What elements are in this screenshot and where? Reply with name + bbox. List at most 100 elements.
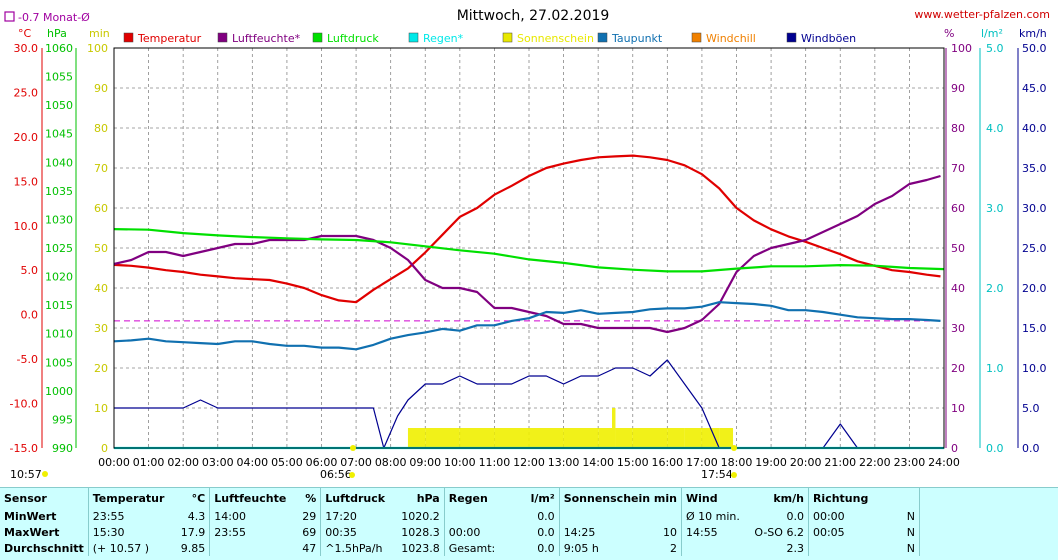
y-tick-label: 30.0 bbox=[14, 42, 39, 55]
monthly-avg-label: -0.7 Monat-Ø bbox=[18, 11, 90, 24]
y-tick-label: 10 bbox=[94, 402, 108, 415]
stats-cell: 23:55 bbox=[87, 508, 177, 524]
y-tick-label: 70 bbox=[94, 162, 108, 175]
stats-cell: 17.9 bbox=[180, 525, 206, 539]
series-line bbox=[113, 228, 945, 273]
y-tick-label: 20.0 bbox=[1022, 282, 1047, 295]
y-tick-label: 15.0 bbox=[14, 175, 39, 188]
stats-cell: 1028.3 bbox=[401, 525, 440, 539]
y-tick-label: 20.0 bbox=[14, 131, 39, 144]
y-tick-label: 40 bbox=[94, 282, 108, 295]
y-tick-label: 60 bbox=[94, 202, 108, 215]
x-tick-label: 20:00 bbox=[790, 456, 822, 469]
legend: Temperatur Luftfeuchte* Luftdruck Regen* Son… bbox=[123, 32, 856, 45]
x-tick-label: 17:00 bbox=[686, 456, 718, 469]
sunshine-bar bbox=[563, 428, 599, 448]
y-tick-label: 1060 bbox=[45, 42, 73, 55]
rain-unit: l/m² bbox=[981, 27, 1003, 40]
stats-cell: 29 bbox=[302, 509, 317, 523]
y-tick-label: 10 bbox=[951, 402, 965, 415]
x-tick-label: 15:00 bbox=[617, 456, 649, 469]
stats-cell: N bbox=[906, 509, 915, 523]
y-tick-label: -10.0 bbox=[10, 398, 38, 411]
y-tick-label: 0 bbox=[101, 442, 108, 455]
stats-cell: 14:55 bbox=[680, 524, 750, 540]
stats-cell bbox=[680, 540, 750, 556]
stats-row-avg: Durchschnitt (+ 10.57 ) 9.85 47 ^1.5hPa/… bbox=[0, 540, 1058, 556]
stats-row-label: Durchschnitt bbox=[4, 541, 84, 555]
legend-swatch bbox=[502, 32, 513, 43]
y-tick-label: 20 bbox=[94, 362, 108, 375]
grid bbox=[114, 48, 944, 448]
y-tick-label: 80 bbox=[94, 122, 108, 135]
stats-cell: 00:35 bbox=[320, 524, 398, 540]
stats-cell: 9:05 h bbox=[558, 540, 640, 556]
site-link[interactable]: www.wetter-pfalzen.com bbox=[914, 8, 1050, 21]
y-tick-label: 3.0 bbox=[986, 202, 1004, 215]
y-tick-label: 30 bbox=[951, 322, 965, 335]
stats-cell: 10 bbox=[662, 525, 677, 539]
y-tick-label: 40.0 bbox=[1022, 122, 1047, 135]
y-tick-label: 100 bbox=[951, 42, 972, 55]
legend-swatch bbox=[408, 32, 419, 43]
series-line bbox=[113, 154, 941, 304]
stats-cell: 1020.2 bbox=[401, 509, 440, 523]
y-tick-label: 80 bbox=[951, 122, 965, 135]
sunrise-marker: 06:56 bbox=[320, 445, 356, 481]
stats-cell: ^1.5hPa/h bbox=[320, 540, 398, 556]
y-tick-label: 1050 bbox=[45, 99, 73, 112]
stats-header-rain-unit: l/m² bbox=[530, 491, 555, 505]
stats-cell: 14:25 bbox=[558, 524, 640, 540]
y-tick-label: 995 bbox=[52, 413, 73, 426]
x-tick-label: 14:00 bbox=[582, 456, 614, 469]
y-tick-label: 15.0 bbox=[1022, 322, 1047, 335]
stats-cell: 0.0 bbox=[537, 525, 555, 539]
legend-swatch bbox=[691, 32, 702, 43]
y-tick-label: 30 bbox=[94, 322, 108, 335]
stats-row-max: MaxWert 15:30 17.9 23:55 69 00:35 1028.3… bbox=[0, 524, 1058, 540]
chart-title: Mittwoch, 27.02.2019 bbox=[457, 8, 610, 24]
x-tick-label: 11:00 bbox=[479, 456, 511, 469]
x-tick-label: 16:00 bbox=[651, 456, 683, 469]
sunshine-bar bbox=[615, 428, 633, 448]
y-tick-label: 1040 bbox=[45, 156, 73, 169]
sunshine-bar bbox=[529, 428, 564, 448]
sunshine-bar bbox=[667, 428, 685, 448]
stats-header-rain: Regen bbox=[443, 488, 521, 508]
stats-header-sensor: Sensor bbox=[4, 491, 47, 505]
stats-header-press-unit: hPa bbox=[416, 491, 440, 505]
y-tick-label: 10.0 bbox=[14, 220, 39, 233]
y-tick-label: 0.0 bbox=[21, 309, 39, 322]
y-tick-label: 20 bbox=[951, 362, 965, 375]
legend-label: Luftfeuchte* bbox=[232, 32, 301, 45]
y-tick-label: 1005 bbox=[45, 356, 73, 369]
x-tick-label: 10:00 bbox=[444, 456, 476, 469]
x-tick-label: 01:00 bbox=[133, 456, 165, 469]
x-tick-label: 13:00 bbox=[548, 456, 580, 469]
stats-row-min: MinWert 23:55 4.3 14:00 29 17:20 1020.2 … bbox=[0, 508, 1058, 524]
x-tick-label: 21:00 bbox=[824, 456, 856, 469]
stats-header-wind-unit: km/h bbox=[773, 491, 804, 505]
stats-cell bbox=[807, 540, 877, 556]
sunshine-bar bbox=[684, 428, 702, 448]
stats-header-temp-unit: °C bbox=[191, 491, 206, 505]
sunset-marker: 17:54 bbox=[701, 445, 737, 481]
stats-cell: 69 bbox=[302, 525, 317, 539]
y-tick-label: 30.0 bbox=[1022, 202, 1047, 215]
stats-cell: N bbox=[906, 525, 915, 539]
legend-label: Taupunkt bbox=[611, 32, 663, 45]
stats-cell: Gesamt: bbox=[443, 540, 521, 556]
stats-row-label: MinWert bbox=[4, 509, 57, 523]
x-tick-label: 23:00 bbox=[894, 456, 926, 469]
sunset-time: 17:54 bbox=[701, 468, 733, 481]
legend-swatch bbox=[597, 32, 608, 43]
monthly-avg-icon bbox=[4, 11, 15, 22]
stats-cell: 9.85 bbox=[180, 541, 206, 555]
y-tick-label: 25.0 bbox=[14, 86, 39, 99]
humidity-unit: % bbox=[944, 27, 954, 40]
stats-cell: 15:30 bbox=[87, 524, 177, 540]
weather-chart: Mittwoch, 27.02.2019 -0.7 Monat-Ø www.we… bbox=[4, 8, 1050, 481]
sunshine-bar bbox=[459, 428, 495, 448]
y-tick-label: 1010 bbox=[45, 328, 73, 341]
temp-unit: °C bbox=[18, 27, 32, 40]
